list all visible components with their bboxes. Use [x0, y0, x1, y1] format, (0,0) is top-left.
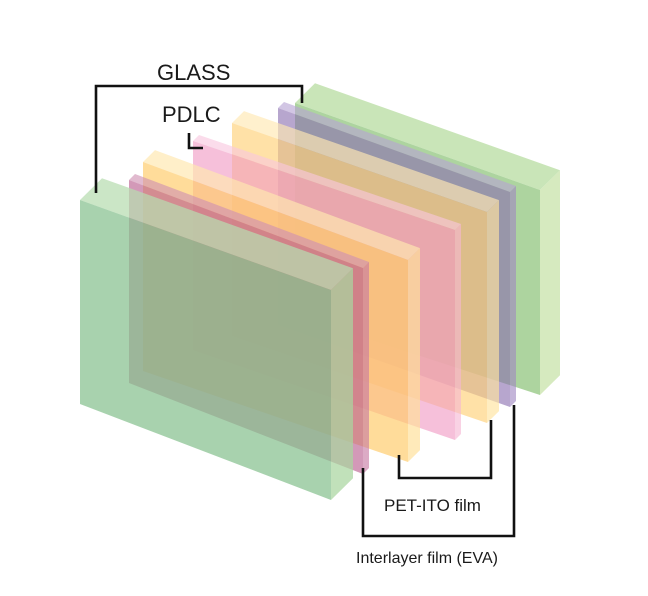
pet-ito-label: PET-ITO film — [384, 496, 481, 515]
front-glass-layer-top — [80, 178, 353, 290]
interlayer-leader-line — [361, 405, 516, 538]
front-pet-ito-layer-top — [143, 150, 420, 260]
pdlc-leader-line — [187, 133, 203, 150]
back-glass-layer-top — [295, 83, 560, 190]
back-eva-layer-side — [510, 186, 516, 407]
labels: GLASS PDLC PET-ITO film Interlayer film … — [157, 60, 498, 567]
front-eva-layer-side — [363, 262, 369, 474]
back-pet-ito-layer-top — [232, 111, 499, 212]
layer-stack — [80, 83, 560, 500]
interlayer-label: Interlayer film (EVA) — [356, 550, 498, 567]
pet-ito-leader-line — [397, 420, 493, 480]
pdlc-label: PDLC — [162, 102, 221, 127]
back-eva-layer-top — [278, 102, 516, 192]
front-eva-layer-top — [129, 174, 369, 268]
glass-label: GLASS — [157, 60, 230, 85]
back-pet-ito-layer-side — [487, 200, 499, 423]
leader-lines — [94, 84, 516, 538]
front-glass-layer-face — [80, 200, 331, 500]
pdlc-layer-side — [455, 224, 461, 440]
glass-leader-line — [94, 84, 304, 193]
pdlc-layer-top — [193, 135, 461, 230]
front-glass-layer-side — [331, 268, 353, 500]
back-glass-layer-side — [540, 170, 560, 395]
front-pet-ito-layer-side — [408, 248, 420, 462]
